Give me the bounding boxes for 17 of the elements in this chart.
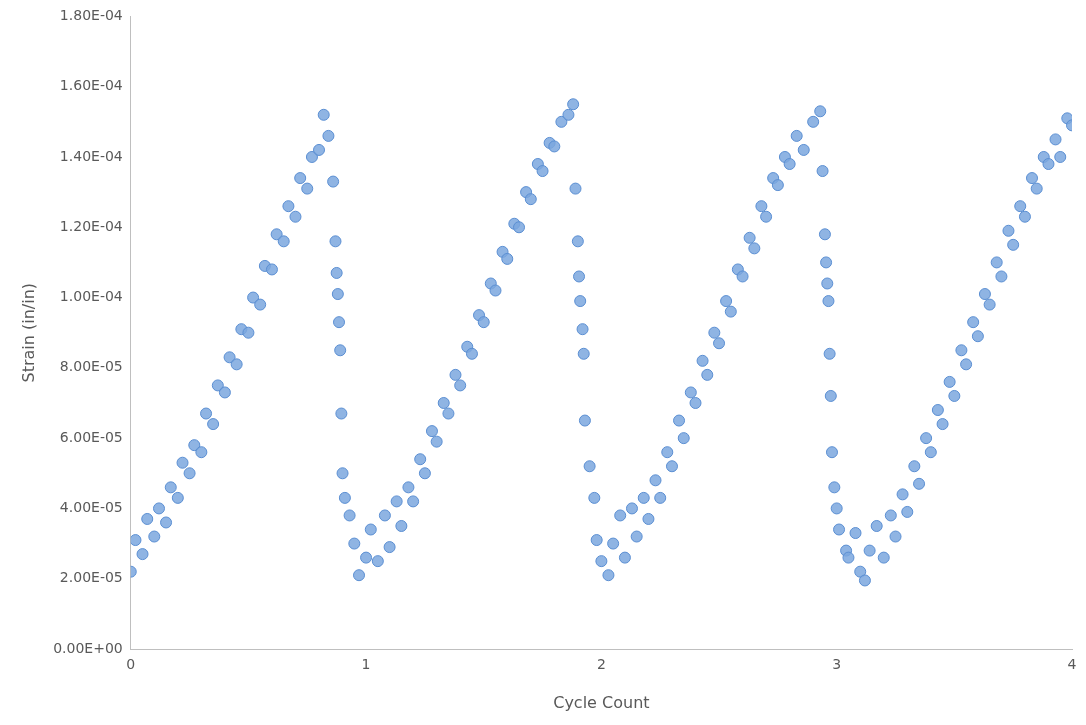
y-tick-label: 6.00E-05 [59,428,123,445]
y-tick-label: 1.20E-04 [59,217,123,234]
y-tick-label: 0.00E+00 [53,639,123,656]
x-tick-label: 2 [596,656,606,673]
x-tick-label: 4 [1067,656,1077,673]
y-tick-label: 1.60E-04 [59,77,123,94]
y-tick-label: 8.00E-05 [59,358,123,375]
x-axis-title: Cycle Count [553,692,650,712]
y-tick-label: 4.00E-05 [59,499,123,516]
y-tick-label: 1.40E-04 [59,147,123,164]
x-tick-label: 3 [832,656,842,673]
x-tick-label: 0 [126,656,136,673]
y-tick-label: 2.00E-05 [59,569,123,586]
x-tick-label: 1 [361,656,371,673]
y-tick-label: 1.80E-04 [59,7,123,24]
y-tick-label: 1.00E-04 [59,288,123,305]
y-axis-title: Strain (in/in) [18,282,38,383]
